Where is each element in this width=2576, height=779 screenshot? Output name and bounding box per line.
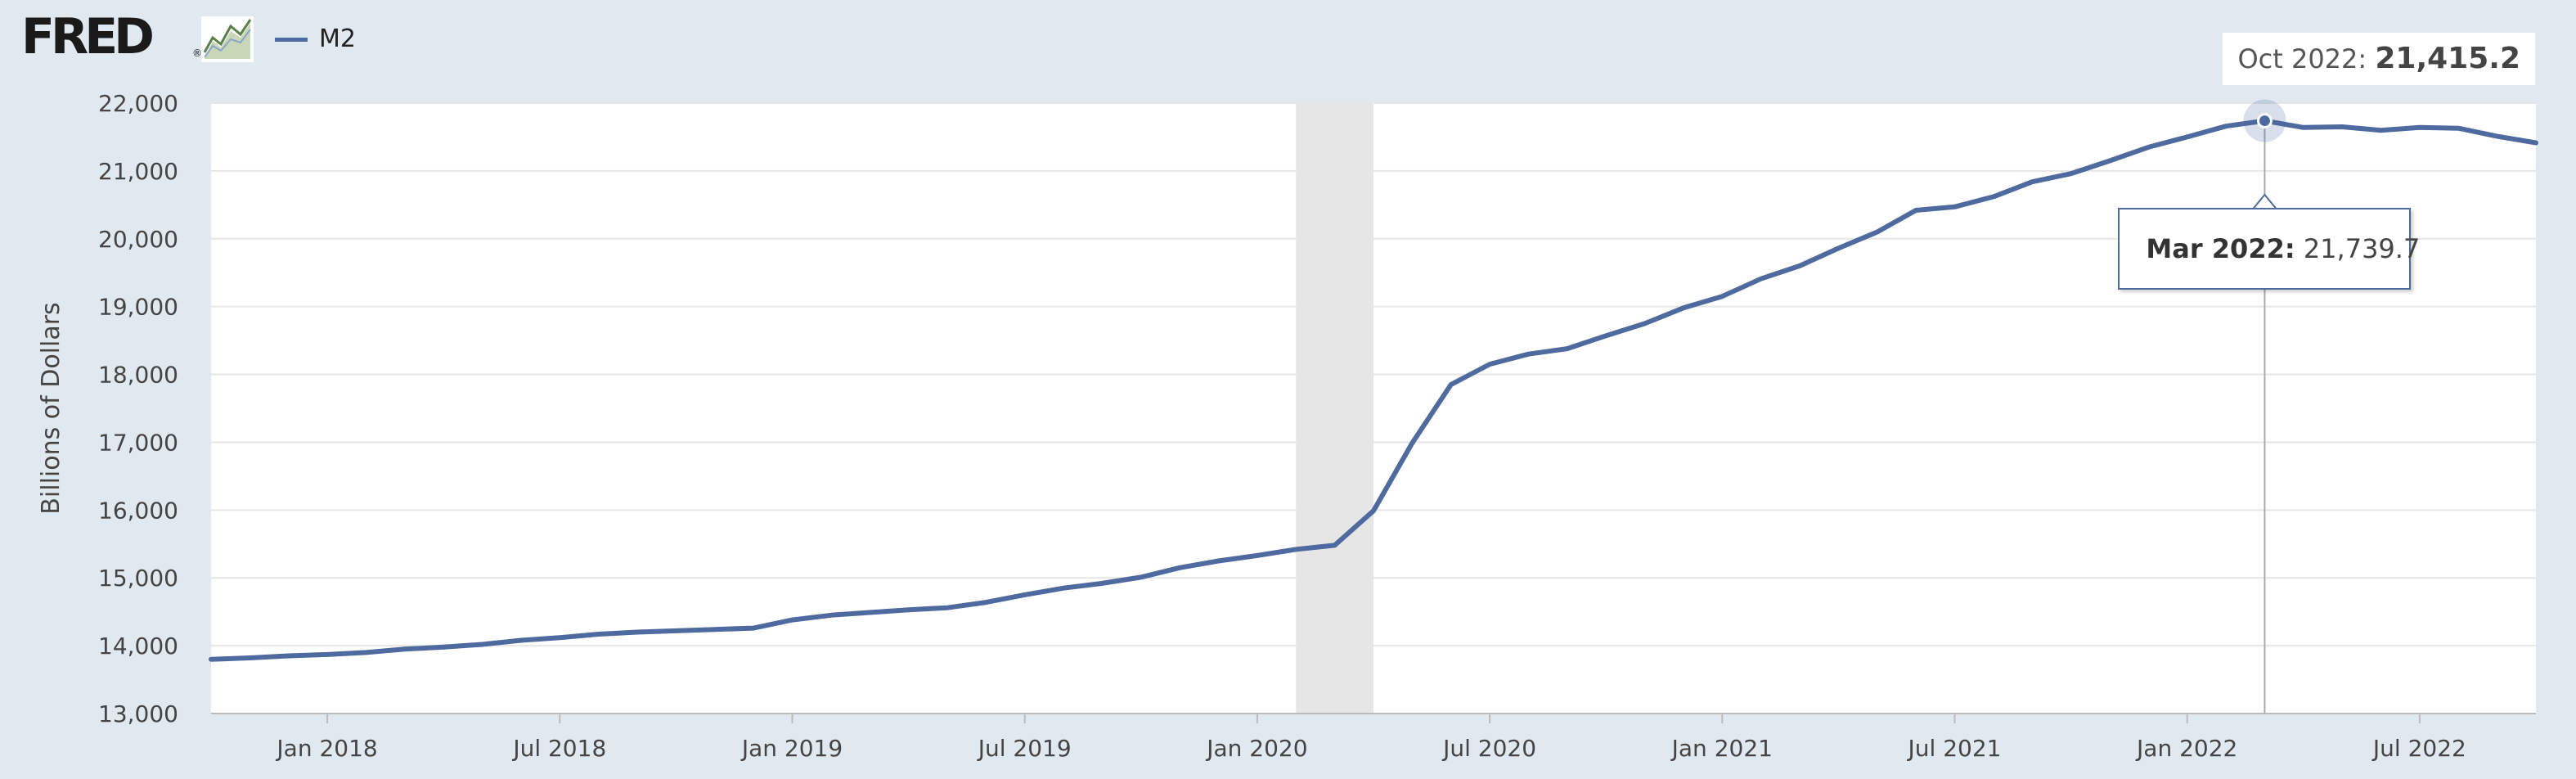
x-tick-label: Jan 2019 xyxy=(740,735,843,762)
y-tick-label: 19,000 xyxy=(98,294,178,321)
y-tick-label: 13,000 xyxy=(98,700,178,727)
chart-header: FRED ® M2 Oct 2022: 21,415.2 xyxy=(0,0,2576,85)
fred-logo[interactable]: FRED xyxy=(21,8,155,65)
highlight-point xyxy=(2256,113,2273,129)
x-tick-label: Jul 2021 xyxy=(1907,735,2002,762)
registered-mark: ® xyxy=(192,47,202,59)
x-tick-label: Jul 2020 xyxy=(1441,735,1536,762)
tooltip-value: 21,739.7 xyxy=(2303,233,2421,264)
recession-band xyxy=(1296,103,1373,714)
latest-value: 21,415.2 xyxy=(2375,42,2520,75)
y-tick-label: 14,000 xyxy=(98,633,178,660)
y-tick-label: 21,000 xyxy=(98,158,178,185)
x-tick-label: Jul 2022 xyxy=(2371,735,2466,762)
y-tick-label: 17,000 xyxy=(98,429,178,456)
recession-layer xyxy=(1296,103,1373,714)
line-chart-icon[interactable] xyxy=(201,16,254,62)
x-tick-label: Jan 2020 xyxy=(1205,735,1307,762)
x-tick-label: Jul 2019 xyxy=(977,735,1072,762)
hover-tooltip: Mar 2022: 21,739.7 xyxy=(2118,208,2420,290)
tooltip-date: Mar 2022: xyxy=(2146,233,2295,264)
y-tick-label: 20,000 xyxy=(98,226,178,253)
marker-layer xyxy=(2243,99,2286,209)
x-tick-label: Jan 2021 xyxy=(1670,735,1773,762)
y-axis-label: Billions of Dollars xyxy=(37,302,65,514)
y-tick-label: 16,000 xyxy=(98,497,178,524)
y-tick-label: 18,000 xyxy=(98,362,178,389)
y-tick-label: 22,000 xyxy=(98,90,178,117)
x-tick-label: Jul 2018 xyxy=(511,735,606,762)
x-tick-label: Jan 2022 xyxy=(2135,735,2237,762)
y-tick-label: 15,000 xyxy=(98,565,178,592)
legend-label-m2[interactable]: M2 xyxy=(319,25,356,53)
x-tick-label: Jan 2018 xyxy=(275,735,377,762)
series-line-m2 xyxy=(209,118,2538,662)
legend-swatch xyxy=(275,38,308,42)
grid-layer xyxy=(211,102,2536,647)
x-axis: Jan 2018 Jul 2018 Jan 2019 Jul 2019 Jan 2020… xyxy=(275,714,2466,762)
latest-value-box: Oct 2022: 21,415.2 xyxy=(2223,33,2535,85)
latest-date: Oct 2022: xyxy=(2237,43,2367,74)
series-layer xyxy=(209,118,2538,662)
y-axis: 13,000 14,000 15,000 16,000 17,000 18,000 19,0… xyxy=(98,90,2536,727)
